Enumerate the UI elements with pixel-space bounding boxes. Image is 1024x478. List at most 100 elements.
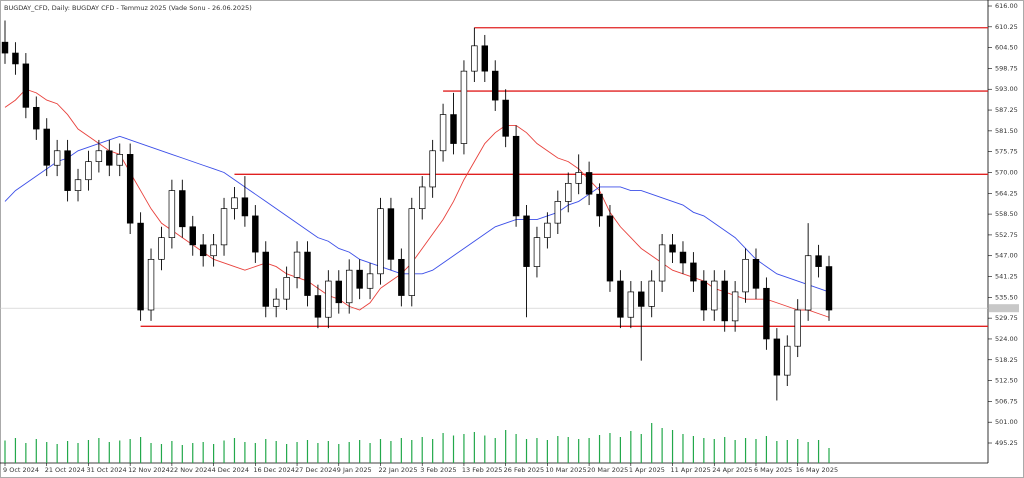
- candle-body: [763, 287, 770, 340]
- candle-body: [502, 99, 509, 137]
- candle-body: [742, 258, 749, 293]
- y-tick-label: 598.75: [995, 64, 1018, 72]
- candle-body: [512, 135, 520, 217]
- candle-body: [53, 150, 61, 166]
- candle-body: [220, 208, 228, 246]
- candle-body: [815, 255, 822, 267]
- candle-body: [408, 208, 416, 296]
- candle-body: [711, 280, 718, 311]
- x-tick-label: 27 Dec 2024: [295, 466, 337, 474]
- candle-body: [554, 201, 562, 224]
- y-tick-label: 610.25: [995, 23, 1018, 31]
- x-tick-label: 16 Dec 2024: [253, 466, 295, 474]
- y-tick-label: 501.00: [995, 418, 1018, 426]
- candle-body: [345, 269, 353, 304]
- candle-body: [606, 215, 614, 282]
- candle-body: [418, 186, 426, 210]
- y-tick-label: 529.75: [995, 314, 1018, 322]
- y-tick-label: 518.25: [995, 356, 1018, 364]
- y-tick-label: 535.50: [995, 293, 1018, 301]
- candle-body: [366, 273, 374, 289]
- candle-body: [22, 63, 30, 108]
- candle-body: [1, 41, 9, 54]
- x-tick-label: 22 Jan 2025: [378, 466, 417, 474]
- candle-body: [304, 251, 311, 296]
- candle-body: [158, 237, 165, 260]
- candle-body: [137, 222, 144, 311]
- last-price-box: [989, 304, 1019, 313]
- candle-body: [658, 244, 666, 282]
- y-tick-label: 552.75: [995, 231, 1018, 239]
- candle-body: [752, 258, 760, 289]
- candle-body: [471, 45, 478, 72]
- y-tick-label: 593.00: [995, 85, 1018, 93]
- chart-title: BUGDAY_CFD, Daily: BUGDAY CFD - Temmuz 2…: [4, 4, 252, 12]
- candle-body: [544, 222, 551, 238]
- candle-body: [64, 150, 71, 191]
- x-tick-label: 22 Nov 2024: [170, 466, 212, 474]
- candle-body: [575, 172, 582, 184]
- candle-body: [74, 179, 82, 191]
- candle-body: [481, 45, 489, 72]
- moving-average: [4, 135, 830, 293]
- candle-body: [439, 114, 447, 152]
- candle-body: [12, 52, 19, 65]
- candle-body: [492, 70, 499, 101]
- y-tick-label: 564.25: [995, 189, 1018, 197]
- candle-body: [627, 291, 635, 318]
- candle-body: [638, 291, 645, 307]
- x-tick-label: 21 Oct 2024: [45, 466, 85, 474]
- x-tick-label: 20 Mar 2025: [587, 466, 628, 474]
- x-tick-label: 3 Feb 2025: [420, 466, 456, 474]
- candle-body: [377, 208, 384, 275]
- x-tick-label: 11 Apr 2025: [671, 466, 711, 474]
- candle-body: [648, 280, 655, 307]
- candle-body: [168, 190, 176, 238]
- x-tick-label: 26 Feb 2025: [504, 466, 544, 474]
- x-tick-label: 12 Nov 2024: [128, 466, 170, 474]
- candle-body: [721, 280, 728, 322]
- candle-body: [116, 154, 123, 166]
- y-tick-label: 495.25: [995, 439, 1018, 447]
- candle-body: [293, 251, 301, 278]
- candle-body: [784, 345, 791, 376]
- x-tick-label: 13 Feb 2025: [462, 466, 502, 474]
- candle-body: [585, 172, 593, 195]
- x-tick-label: 31 Oct 2024: [86, 466, 126, 474]
- y-tick-label: 558.50: [995, 210, 1018, 218]
- candle-body: [126, 154, 134, 224]
- candle-body: [179, 190, 186, 228]
- candle-body: [272, 298, 280, 307]
- y-tick-label: 547.00: [995, 252, 1018, 260]
- candle-body: [429, 150, 436, 188]
- candle-body: [398, 258, 405, 296]
- y-tick-label: 575.75: [995, 148, 1018, 156]
- y-tick-label: 587.25: [995, 106, 1018, 114]
- candle-body: [773, 338, 781, 376]
- candle-body: [262, 251, 269, 307]
- candle-body: [314, 295, 322, 318]
- candle-body: [700, 280, 708, 311]
- candle-body: [356, 269, 363, 289]
- candle-body: [804, 255, 812, 311]
- candle-body: [241, 197, 249, 217]
- candle-body: [523, 215, 530, 267]
- candle-body: [335, 280, 342, 304]
- candle-body: [460, 70, 468, 144]
- candle-body: [794, 309, 801, 347]
- candle-body: [325, 280, 332, 318]
- candle-body: [231, 197, 238, 210]
- candle-body: [450, 114, 457, 144]
- candle-body: [617, 280, 624, 318]
- candle-body: [825, 266, 833, 311]
- candle-body: [387, 208, 395, 260]
- candle-body: [731, 291, 739, 322]
- candle-body: [85, 161, 92, 181]
- x-tick-label: 10 Mar 2025: [545, 466, 586, 474]
- candle-body: [252, 215, 259, 253]
- candle-body: [33, 106, 40, 130]
- candle-body: [189, 226, 196, 246]
- candle-body: [95, 150, 103, 162]
- x-tick-label: 6 May 2025: [754, 466, 792, 474]
